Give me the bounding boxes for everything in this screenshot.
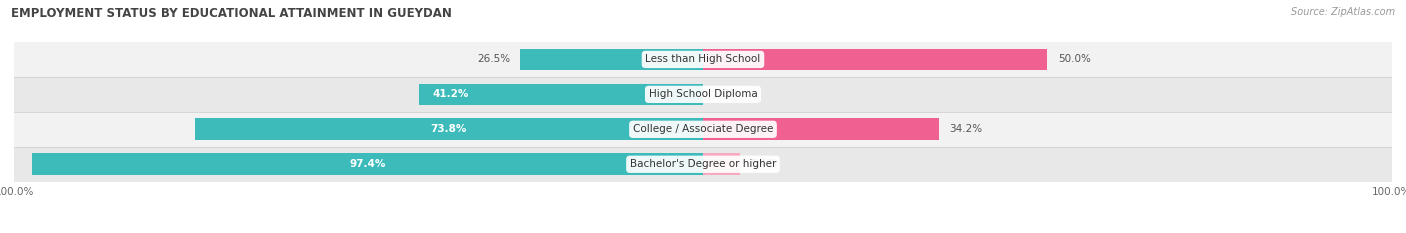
Text: College / Associate Degree: College / Associate Degree — [633, 124, 773, 134]
Bar — [32, 153, 703, 175]
Text: 0.0%: 0.0% — [713, 89, 740, 99]
Bar — [14, 42, 1392, 77]
Text: 26.5%: 26.5% — [477, 55, 510, 64]
Bar — [703, 118, 939, 140]
Bar — [14, 147, 1392, 182]
Bar — [703, 49, 1047, 70]
Text: 73.8%: 73.8% — [430, 124, 467, 134]
Text: 5.4%: 5.4% — [751, 159, 778, 169]
Bar — [194, 118, 703, 140]
Text: 50.0%: 50.0% — [1057, 55, 1091, 64]
Text: 34.2%: 34.2% — [949, 124, 981, 134]
Text: EMPLOYMENT STATUS BY EDUCATIONAL ATTAINMENT IN GUEYDAN: EMPLOYMENT STATUS BY EDUCATIONAL ATTAINM… — [11, 7, 453, 20]
Text: Less than High School: Less than High School — [645, 55, 761, 64]
Text: Bachelor's Degree or higher: Bachelor's Degree or higher — [630, 159, 776, 169]
Bar — [14, 112, 1392, 147]
Text: Source: ZipAtlas.com: Source: ZipAtlas.com — [1291, 7, 1395, 17]
Text: High School Diploma: High School Diploma — [648, 89, 758, 99]
Text: 41.2%: 41.2% — [433, 89, 470, 99]
Bar — [703, 153, 740, 175]
Bar — [520, 49, 703, 70]
Text: 97.4%: 97.4% — [349, 159, 385, 169]
Bar — [14, 77, 1392, 112]
Bar — [419, 83, 703, 105]
